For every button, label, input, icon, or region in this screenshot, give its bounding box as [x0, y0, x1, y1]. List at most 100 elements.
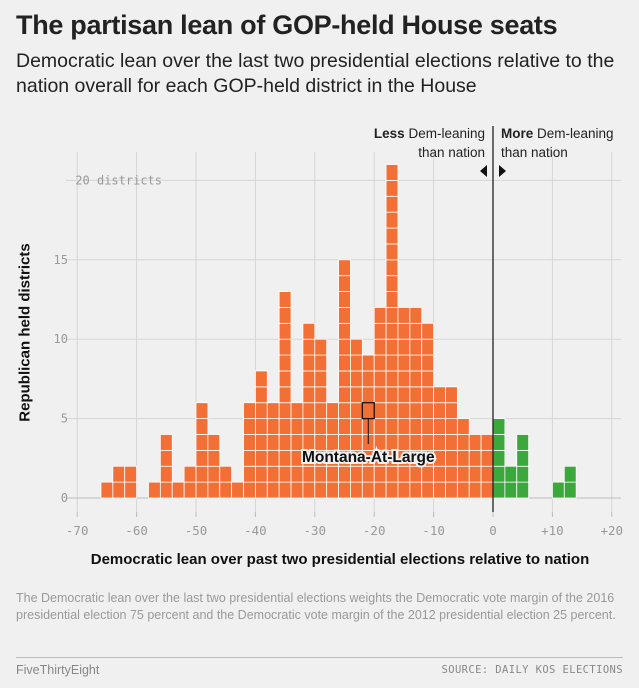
- district-cell: [278, 434, 292, 451]
- district-cell: [338, 307, 351, 324]
- district-cell: [409, 338, 423, 356]
- district-cell: [421, 386, 435, 404]
- district-cell: [456, 418, 470, 435]
- district-cell: [373, 434, 387, 451]
- district-cell: [338, 322, 351, 340]
- district-cell: [338, 402, 351, 420]
- district-cell: [409, 322, 423, 340]
- district-cell: [290, 402, 304, 420]
- district-cell: [350, 481, 363, 499]
- district-cell: [397, 481, 411, 499]
- district-cell: [338, 275, 351, 292]
- district-cell: [456, 481, 470, 499]
- district-cell: [195, 481, 209, 499]
- district-cell: [385, 481, 399, 499]
- x-tick-label: -40: [244, 523, 267, 538]
- district-cell: [183, 465, 197, 483]
- district-cell: [397, 307, 411, 324]
- district-cell: [338, 465, 351, 483]
- district-cell: [445, 434, 458, 451]
- district-cell: [338, 370, 351, 388]
- district-cell: [112, 465, 126, 483]
- district-cell: [516, 434, 530, 451]
- district-cell: [421, 354, 435, 372]
- y-tick-label: 0: [61, 491, 68, 505]
- district-cell: [385, 338, 399, 356]
- district-cell: [338, 434, 351, 451]
- district-cell: [326, 418, 339, 435]
- district-cell: [243, 402, 256, 420]
- district-cell: [373, 322, 387, 340]
- district-cell: [278, 291, 292, 308]
- district-cell: [314, 370, 328, 388]
- district-cell: [552, 481, 565, 499]
- district-cell: [302, 370, 316, 388]
- y-tick-label: 10: [54, 332, 68, 346]
- district-cell: [338, 354, 351, 372]
- district-cell: [433, 449, 446, 467]
- district-cell: [290, 434, 304, 451]
- district-cell: [171, 481, 185, 499]
- district-cell: [492, 434, 506, 451]
- district-cell: [231, 481, 244, 499]
- district-cell: [492, 449, 506, 467]
- x-tick-label: +10: [541, 523, 564, 538]
- y-tick-label: 20 districts: [75, 173, 162, 187]
- district-cell: [302, 322, 316, 340]
- district-cell: [433, 402, 446, 420]
- x-tick-label: -60: [125, 523, 148, 538]
- district-cell: [338, 418, 351, 435]
- x-tick-label: -10: [422, 523, 445, 538]
- y-tick-label: 5: [61, 412, 68, 426]
- district-cell: [373, 338, 387, 356]
- district-cell: [350, 402, 363, 420]
- district-cell: [314, 481, 328, 499]
- district-cell: [195, 402, 209, 420]
- district-cell: [433, 434, 446, 451]
- less-dem-annotation: Less Dem-leaning: [374, 126, 485, 141]
- district-cell: [278, 338, 292, 356]
- district-cell: [350, 354, 363, 372]
- x-axis-label: Democratic lean over past two presidenti…: [90, 551, 590, 568]
- district-cell: [373, 402, 387, 420]
- district-cell: [516, 449, 530, 467]
- district-cell: [504, 465, 518, 483]
- district-cell: [409, 465, 423, 483]
- district-cell: [468, 449, 482, 467]
- district-cell: [480, 465, 494, 483]
- district-cell: [385, 259, 399, 277]
- district-cell: [445, 465, 458, 483]
- district-cell: [207, 481, 221, 499]
- district-cell: [397, 370, 411, 388]
- district-cell: [254, 434, 268, 451]
- district-cell: [421, 465, 435, 483]
- district-cell: [421, 402, 435, 420]
- x-tick-label: 0: [489, 523, 497, 538]
- district-cell: [278, 402, 292, 420]
- district-cell: [254, 465, 268, 483]
- district-cell: [385, 322, 399, 340]
- district-cell: [445, 449, 458, 467]
- district-cell: [254, 402, 268, 420]
- district-cell: [385, 243, 399, 261]
- district-cell: [421, 322, 435, 340]
- district-cell: [326, 434, 339, 451]
- district-cell: [183, 481, 197, 499]
- district-cell: [266, 434, 280, 451]
- district-cell: [338, 291, 351, 308]
- district-cell: [385, 465, 399, 483]
- district-cell: [397, 465, 411, 483]
- district-cell: [397, 402, 411, 420]
- district-cell: [314, 465, 328, 483]
- district-cell: [302, 465, 316, 483]
- district-cell: [290, 481, 304, 499]
- district-cell: [243, 434, 256, 451]
- district-cell: [385, 418, 399, 435]
- district-cell: [421, 338, 435, 356]
- district-cell: [516, 481, 530, 499]
- district-cell: [195, 434, 209, 451]
- district-cell: [421, 418, 435, 435]
- district-cell: [385, 402, 399, 420]
- district-cell: [302, 402, 316, 420]
- district-cell: [278, 418, 292, 435]
